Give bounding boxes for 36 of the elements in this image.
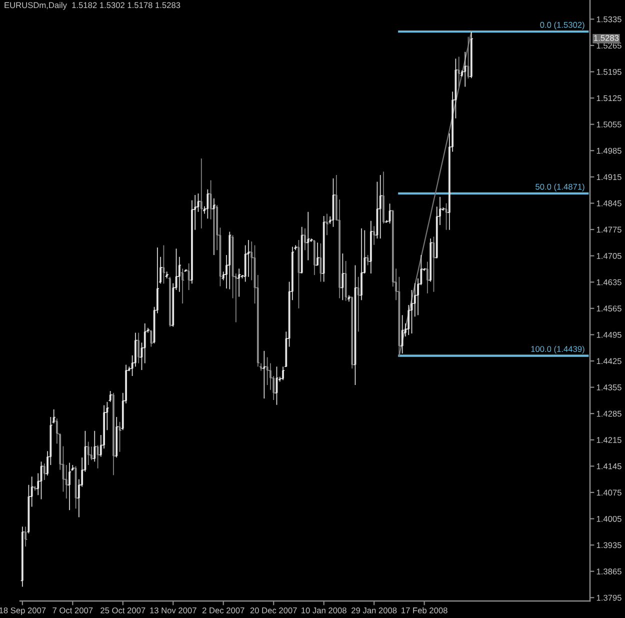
x-tick-label: 25 Oct 2007	[100, 607, 146, 614]
x-tick-label: 20 Dec 2007	[250, 607, 297, 614]
x-tick-label: 2 Dec 2007	[202, 607, 244, 614]
y-tick-label: 1.3935	[596, 542, 622, 548]
y-tick-label: 1.4705	[596, 253, 622, 259]
x-tick-label: 7 Oct 2007	[52, 607, 93, 614]
chart-title: EURUSDm,Daily 1.5182 1.5302 1.5178 1.5283	[4, 2, 180, 10]
series-label: 50.0 (1.4871)	[536, 184, 584, 192]
y-tick-label: 1.4775	[596, 226, 622, 233]
y-tick-label: 1.4005	[596, 516, 622, 522]
y-tick-label: 1.4425	[596, 358, 622, 364]
y-tick-label: 1.4495	[596, 332, 622, 338]
y-tick-label: 1.4985	[596, 148, 622, 154]
y-tick-label: 1.3865	[596, 568, 622, 574]
y-tick-label: 1.4075	[596, 490, 622, 496]
y-tick-label: 1.4355	[596, 384, 622, 390]
x-tick-label: 13 Nov 2007	[150, 607, 196, 614]
y-tick-label: 1.5125	[596, 95, 622, 102]
series-label: 0.0 (1.5302)	[540, 22, 584, 30]
y-tick-label: 1.4215	[596, 437, 622, 443]
y-tick-label: 1.5195	[596, 68, 622, 75]
y-tick-label: 1.4285	[596, 410, 622, 417]
series-label: 100.0 (1.4439)	[531, 346, 584, 354]
y-tick-label: 1.4565	[596, 306, 622, 312]
y-tick-label: 1.5055	[596, 122, 622, 128]
line-series	[398, 31, 472, 356]
y-tick-label: 1.4915	[596, 174, 622, 180]
x-tick-label: 29 Jan 2008	[352, 607, 397, 614]
annotation: 1.5283	[594, 35, 619, 41]
y-tick-label: 1.4845	[596, 200, 622, 206]
x-tick-label: 10 Jan 2008	[302, 607, 346, 614]
y-tick-label: 1.4635	[596, 279, 622, 286]
y-tick-label: 1.3795	[596, 594, 622, 601]
y-tick-label: 1.4145	[596, 463, 622, 470]
x-tick-label: 17 Feb 2008	[402, 607, 448, 614]
y-tick-label: 1.5335	[596, 16, 622, 22]
